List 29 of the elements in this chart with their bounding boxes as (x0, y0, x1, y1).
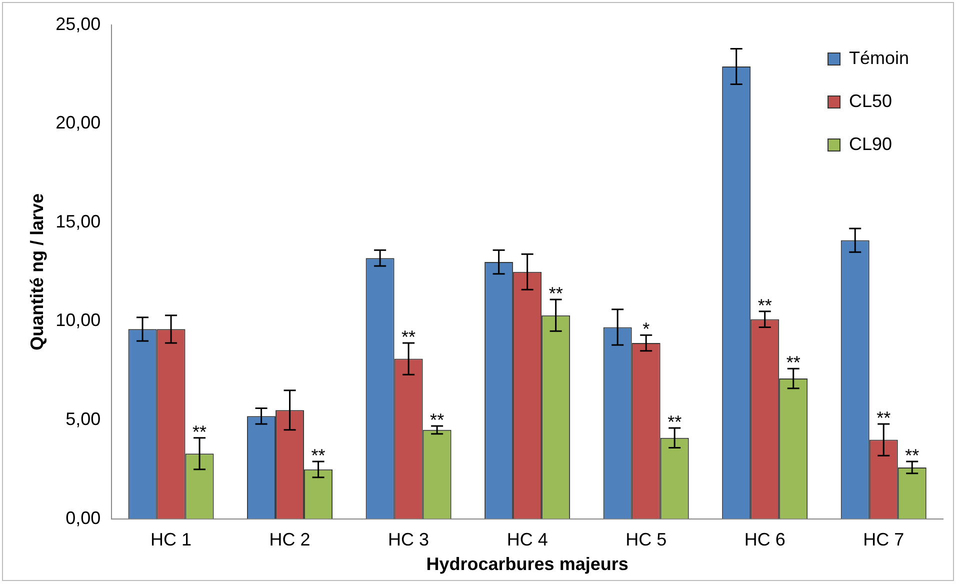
legend-label: CL90 (849, 134, 892, 154)
legend-label: Témoin (849, 48, 910, 68)
x-tick-label: HC 4 (506, 530, 548, 550)
data-label: ** (668, 412, 682, 432)
data-label: ** (786, 352, 800, 373)
x-tick-label: HC 7 (863, 530, 904, 550)
data-label: ** (402, 326, 416, 347)
x-tick-label: HC 2 (269, 530, 310, 550)
y-tick-label: 25,00 (56, 14, 101, 34)
data-label: ** (311, 445, 326, 466)
data-label: ** (758, 295, 772, 316)
data-label: * (642, 319, 650, 340)
y-tick-label: 5,00 (66, 409, 101, 430)
x-tick-label: HC 1 (150, 530, 192, 550)
x-axis-title: Hydrocarbures majeurs (426, 554, 628, 574)
y-tick-label: 15,00 (56, 211, 101, 232)
data-label: ** (905, 445, 920, 466)
y-tick-label: 10,00 (56, 310, 101, 330)
x-tick-label: HC 3 (388, 530, 430, 550)
data-label: ** (430, 410, 444, 430)
y-tick-label: 20,00 (56, 112, 101, 133)
data-label: ** (548, 284, 563, 304)
x-tick-label: HC 6 (744, 530, 786, 550)
y-axis-title: Quantité ng / larve (26, 193, 47, 350)
x-tick-label: HC 5 (626, 530, 667, 550)
data-label: ** (192, 422, 207, 442)
data-label: ** (876, 408, 891, 428)
legend-label: CL50 (849, 90, 892, 111)
y-tick-label: 0,00 (66, 508, 101, 528)
